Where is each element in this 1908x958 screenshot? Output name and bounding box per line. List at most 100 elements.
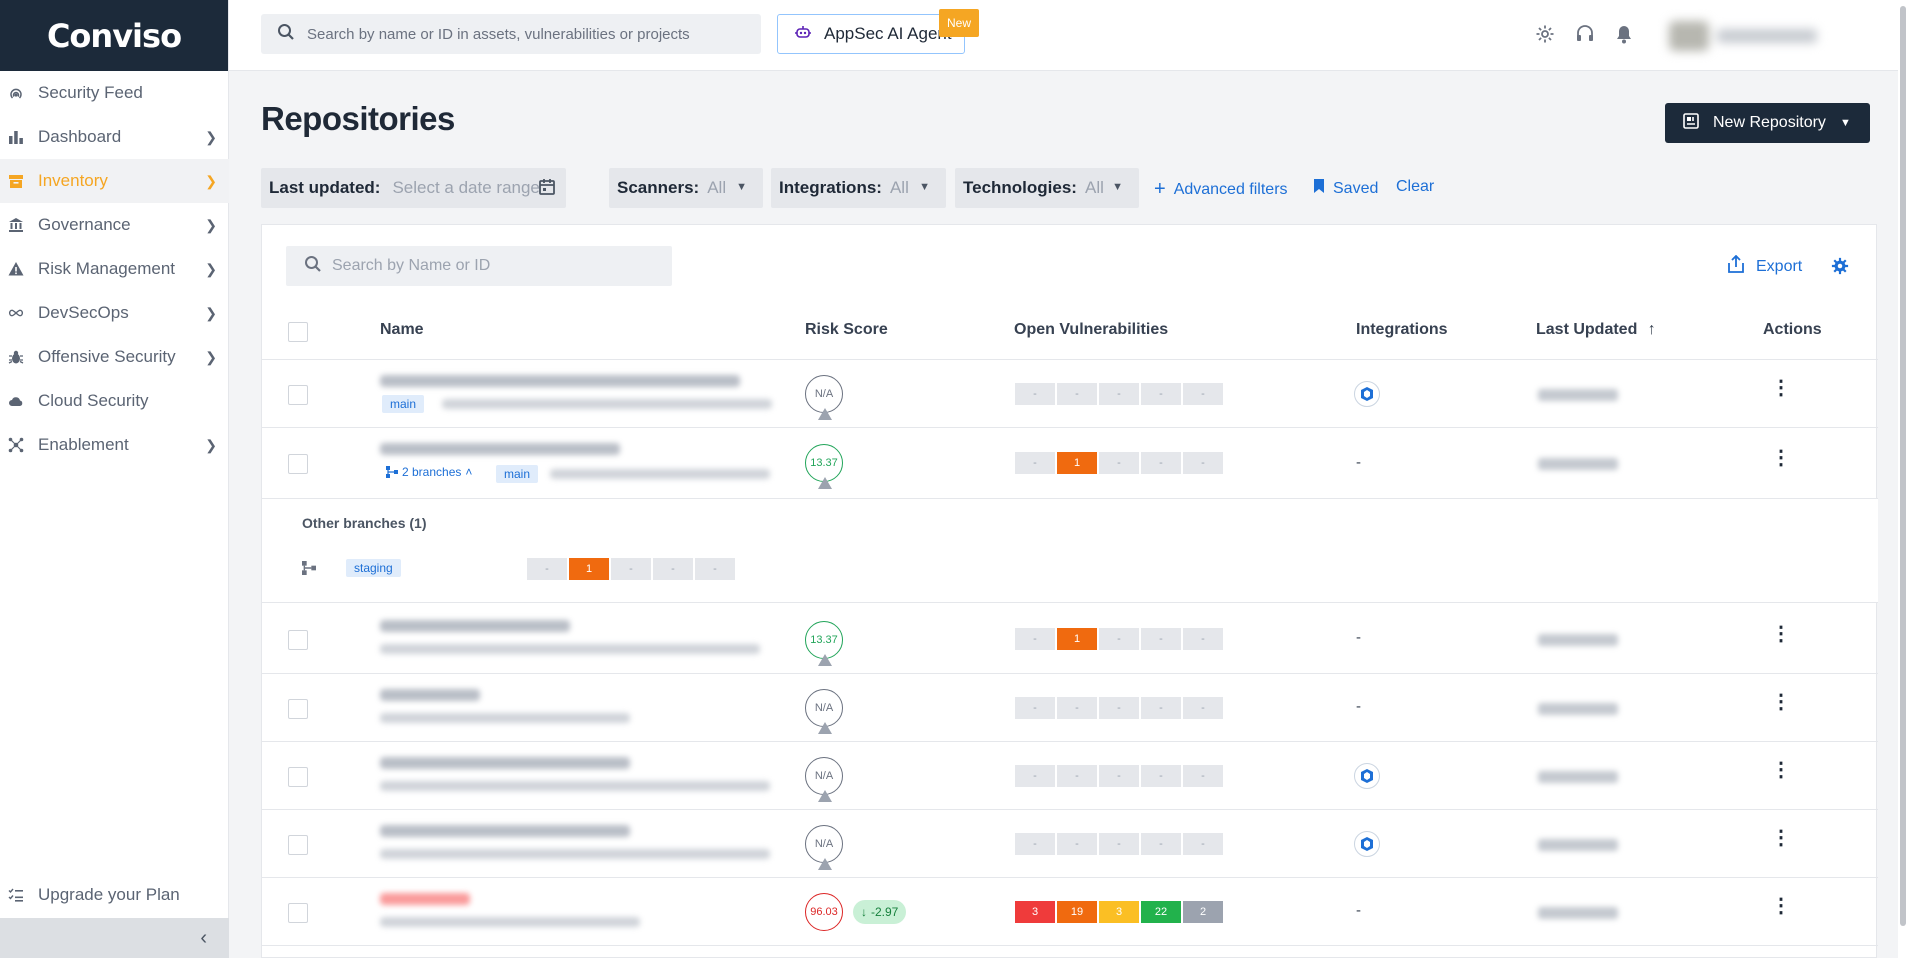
sidebar-item-governance[interactable]: Governance ❯	[0, 203, 229, 247]
more-actions-icon[interactable]: ⋮	[1771, 827, 1791, 849]
technologies-filter[interactable]: Technologies: All ▼	[955, 168, 1139, 208]
repository-name-blurred[interactable]	[380, 757, 630, 769]
search-icon	[277, 23, 295, 46]
sidebar-item-risk-management[interactable]: Risk Management ❯	[0, 247, 229, 291]
more-actions-icon[interactable]: ⋮	[1771, 377, 1791, 399]
more-actions-icon[interactable]: ⋮	[1771, 691, 1791, 713]
column-header-name[interactable]: Name	[380, 321, 424, 338]
branch-tag[interactable]: staging	[346, 559, 401, 577]
headset-icon[interactable]	[1575, 24, 1595, 49]
sidebar-item-offensive-security[interactable]: Offensive Security ❯	[0, 335, 229, 379]
more-actions-icon[interactable]: ⋮	[1771, 447, 1791, 469]
chevron-right-icon: ❯	[205, 129, 217, 145]
integration-icon[interactable]	[1354, 763, 1380, 789]
row-checkbox[interactable]	[288, 767, 308, 787]
saved-filters-button[interactable]: Saved	[1313, 178, 1378, 199]
info-count: -	[1183, 628, 1223, 650]
column-header-last-updated[interactable]: Last Updated ↑	[1536, 321, 1656, 339]
sidebar-item-label: Risk Management	[38, 259, 176, 278]
other-branches-panel: Other branches (1) staging -1---	[262, 498, 1878, 603]
repository-url-blurred	[380, 713, 630, 723]
global-search[interactable]	[261, 14, 761, 54]
sidebar-item-enablement[interactable]: Enablement ❯	[0, 423, 229, 467]
advanced-filters-button[interactable]: + Advanced filters	[1154, 178, 1288, 201]
table-search[interactable]	[286, 246, 672, 286]
scanners-filter[interactable]: Scanners: All ▼	[609, 168, 763, 208]
risk-score-badge: 13.37	[805, 444, 843, 489]
medium-count: 3	[1099, 901, 1139, 923]
repository-name-blurred[interactable]	[380, 689, 480, 701]
medium-count: -	[1099, 765, 1139, 787]
column-header-open-vulnerabilities[interactable]: Open Vulnerabilities	[1014, 321, 1169, 338]
new-repository-button[interactable]: New Repository ▼	[1665, 103, 1870, 143]
integrations-filter[interactable]: Integrations: All ▼	[771, 168, 946, 208]
integration-icon[interactable]	[1354, 831, 1380, 857]
branch-tag[interactable]: main	[382, 395, 425, 413]
vulnerability-counts: -1---	[1015, 628, 1223, 650]
bug-icon	[8, 349, 24, 365]
low-count: -	[1141, 628, 1181, 650]
filter-label: Integrations:	[779, 178, 882, 197]
more-actions-icon[interactable]: ⋮	[1771, 759, 1791, 781]
bell-icon[interactable]	[1615, 24, 1633, 49]
conviso-logo[interactable]: Conviso	[46, 16, 182, 55]
column-header-integrations[interactable]: Integrations	[1356, 321, 1448, 338]
repository-name-blurred[interactable]	[380, 893, 470, 905]
export-button[interactable]: Export	[1728, 254, 1802, 278]
more-actions-icon[interactable]: ⋮	[1771, 895, 1791, 917]
chevron-right-icon: ❯	[205, 173, 217, 189]
sidebar-collapse-button[interactable]: ‹	[0, 918, 229, 958]
column-header-risk-score[interactable]: Risk Score	[805, 321, 888, 338]
row-checkbox[interactable]	[288, 699, 308, 719]
archive-icon	[8, 173, 24, 189]
sidebar-item-inventory[interactable]: Inventory ❯	[0, 159, 229, 203]
medium-count: -	[1099, 628, 1139, 650]
branches-toggle[interactable]: 2 branches ˄	[386, 465, 472, 479]
integration-icon[interactable]	[1354, 381, 1380, 407]
select-all-checkbox[interactable]	[288, 322, 308, 342]
sidebar-item-security-feed[interactable]: Security Feed	[0, 71, 229, 115]
sidebar-item-devsecops[interactable]: DevSecOps ❯	[0, 291, 229, 335]
clear-filters-button[interactable]: Clear	[1396, 178, 1435, 195]
gear-icon[interactable]	[1831, 257, 1849, 280]
filter-label: Scanners:	[617, 178, 700, 197]
sidebar-item-label: Cloud Security	[38, 391, 149, 410]
calendar-icon[interactable]	[538, 178, 556, 201]
sidebar-item-cloud-security[interactable]: Cloud Security	[0, 379, 229, 423]
logo-area[interactable]: Conviso	[0, 0, 228, 71]
repository-name-blurred[interactable]	[380, 825, 630, 837]
branch-tag[interactable]: main	[496, 465, 539, 483]
row-checkbox[interactable]	[288, 630, 308, 650]
row-checkbox[interactable]	[288, 903, 308, 923]
ai-agent-label: AppSec AI Agent	[824, 24, 952, 43]
page-scrollbar[interactable]	[1898, 0, 1908, 958]
filter-value: All	[707, 178, 727, 197]
scrollbar-thumb[interactable]	[1900, 6, 1906, 926]
row-checkbox[interactable]	[288, 835, 308, 855]
medium-count: -	[1099, 697, 1139, 719]
chevron-right-icon: ❯	[205, 349, 217, 365]
risk-score-badge: 96.03	[805, 893, 843, 931]
row-checkbox[interactable]	[288, 385, 308, 405]
high-count: -	[1057, 765, 1097, 787]
low-count: -	[653, 558, 693, 580]
low-count: -	[1141, 452, 1181, 474]
repository-name-blurred[interactable]	[380, 443, 620, 455]
integration-empty: -	[1356, 454, 1361, 471]
user-menu[interactable]	[1669, 20, 1829, 52]
gear-icon[interactable]	[1535, 24, 1555, 49]
sidebar-item-upgrade-plan[interactable]: Upgrade your Plan	[0, 873, 229, 917]
saved-label: Saved	[1333, 179, 1379, 197]
repository-name-blurred[interactable]	[380, 375, 740, 387]
table-search-input[interactable]	[332, 257, 652, 275]
more-actions-icon[interactable]: ⋮	[1771, 623, 1791, 645]
chevron-right-icon: ❯	[205, 217, 217, 233]
low-count: -	[1141, 697, 1181, 719]
global-search-input[interactable]	[307, 25, 747, 43]
sidebar-item-label: DevSecOps	[38, 303, 129, 322]
repository-name-blurred[interactable]	[380, 620, 570, 632]
sidebar-item-dashboard[interactable]: Dashboard ❯	[0, 115, 229, 159]
appsec-ai-agent-button[interactable]: AppSec AI Agent	[777, 14, 965, 54]
last-updated-filter[interactable]: Last updated: Select a date range	[261, 168, 566, 208]
row-checkbox[interactable]	[288, 454, 308, 474]
